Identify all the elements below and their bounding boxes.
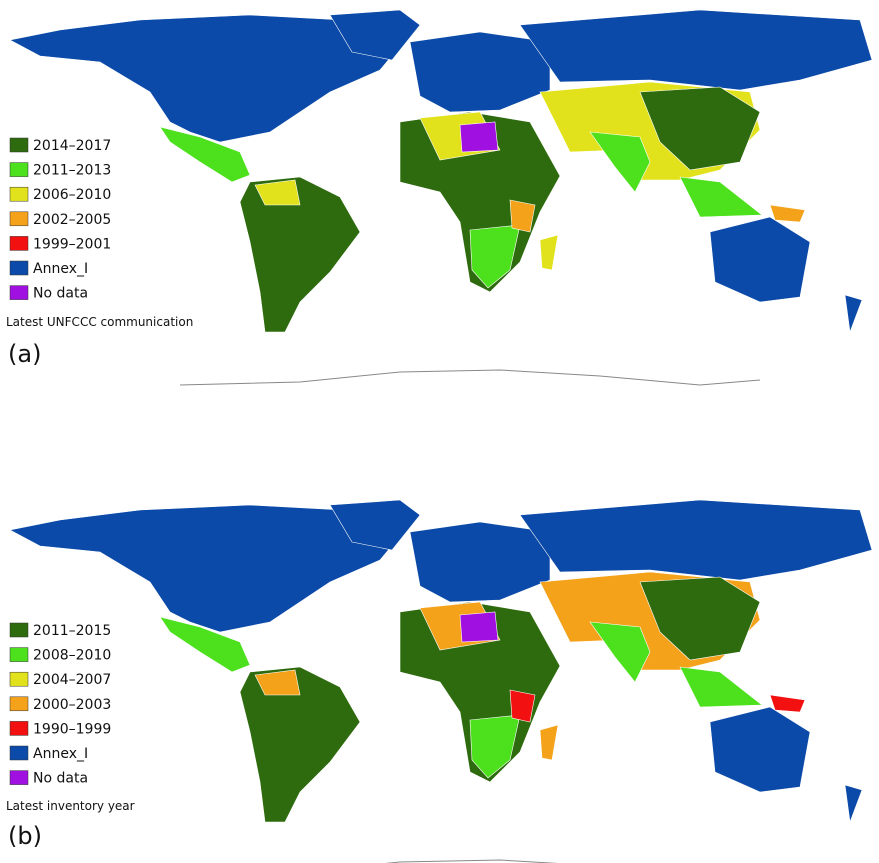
legend-swatch (9, 770, 29, 785)
legend-swatch (9, 721, 29, 736)
legend-swatch (9, 696, 29, 712)
legend-label: 2011–2015 (33, 623, 111, 639)
legend-swatch (9, 260, 29, 276)
map-b (9, 499, 873, 863)
legend-label: 2011–2013 (33, 163, 111, 179)
legend-swatch (9, 211, 29, 227)
legend-swatch (9, 647, 29, 662)
panel-tag: (a) (8, 340, 41, 368)
legend-swatch (9, 285, 29, 300)
legend-swatch (9, 186, 29, 202)
legend-label: 2014–2017 (33, 138, 111, 154)
panel-tag: (b) (8, 822, 42, 850)
legend-swatch (9, 236, 29, 251)
legend-swatch (9, 671, 29, 687)
legend-label: 2006–2010 (33, 187, 111, 203)
legend-swatch (9, 745, 29, 761)
legend-label: 1990–1999 (33, 721, 111, 737)
legend-label: 1999–2001 (33, 236, 111, 252)
legend-label: 2002–2005 (33, 212, 111, 228)
legend-swatch (9, 162, 29, 177)
legend-label: Annex_I (33, 746, 88, 762)
legend-label: Annex_I (33, 261, 88, 277)
legend-label: No data (33, 771, 88, 787)
legend-swatch (9, 622, 29, 638)
legend-label: 2000–2003 (33, 697, 111, 713)
legend-label: No data (33, 286, 88, 302)
legend-label: 2004–2007 (33, 672, 111, 688)
caption: Latest inventory year (6, 799, 135, 813)
legend-label: 2008–2010 (33, 648, 111, 664)
caption: Latest UNFCCC communication (6, 315, 193, 329)
legend-swatch (9, 137, 29, 153)
